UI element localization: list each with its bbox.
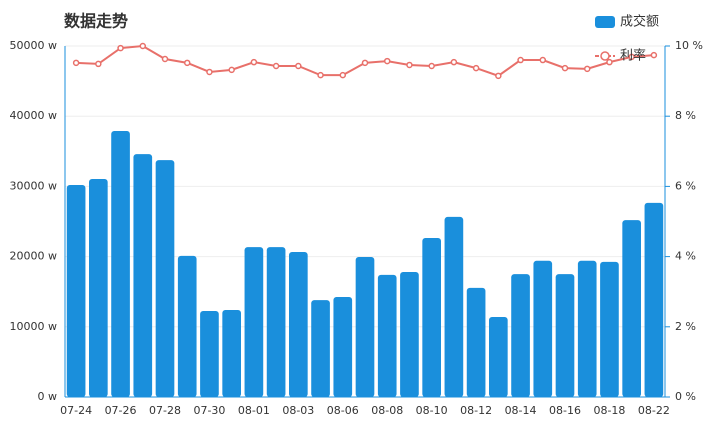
y2-tick-label: 4 % <box>675 250 696 263</box>
y-tick-label: 20000 w <box>10 250 58 263</box>
x-tick-label: 08-06 <box>327 404 359 417</box>
x-tick-label: 08-16 <box>549 404 581 417</box>
bar <box>222 309 241 397</box>
line-point <box>161 55 169 63</box>
line-point <box>428 62 435 70</box>
x-tick-label: 08-18 <box>593 404 625 417</box>
line-point <box>495 72 502 80</box>
bar <box>444 216 464 397</box>
bar <box>377 274 397 397</box>
line-point <box>561 64 569 72</box>
bar <box>555 274 575 397</box>
bar <box>66 184 86 397</box>
line-point <box>206 68 213 76</box>
bar <box>511 274 530 397</box>
bar <box>333 296 353 397</box>
x-tick-label: 07-26 <box>105 404 137 417</box>
x-tick-label: 08-12 <box>460 404 492 417</box>
bar <box>177 255 197 397</box>
bar <box>289 252 308 397</box>
bar <box>600 261 619 397</box>
bar <box>111 130 130 397</box>
bar <box>266 247 286 397</box>
line-point <box>95 60 102 68</box>
line-point <box>583 65 591 73</box>
line-point <box>361 59 369 67</box>
bar <box>533 260 553 397</box>
line-point <box>383 57 391 65</box>
line-point <box>317 71 324 79</box>
line-point <box>339 71 347 79</box>
legend-swatch <box>595 16 615 28</box>
x-tick-label: 07-28 <box>149 404 181 417</box>
line-point <box>295 62 302 70</box>
line-point <box>250 58 258 66</box>
bar <box>155 160 175 397</box>
bar <box>200 311 219 397</box>
bar <box>355 256 375 397</box>
line-point <box>183 59 191 67</box>
line-point <box>539 56 547 64</box>
legend-label: 利率 <box>620 48 646 64</box>
x-tick-label: 07-30 <box>193 404 225 417</box>
line-point <box>650 51 658 59</box>
line-point <box>517 56 524 64</box>
bar <box>89 179 108 397</box>
y2-tick-label: 2 % <box>675 320 696 333</box>
line-point <box>117 44 124 52</box>
y2-tick-label: 0 % <box>675 390 696 403</box>
line-point <box>450 58 458 66</box>
bar <box>311 300 330 397</box>
legend-label: 成交额 <box>620 14 659 30</box>
line-point <box>272 62 280 70</box>
line-point <box>139 42 147 50</box>
bar <box>644 202 664 397</box>
bar <box>466 287 486 397</box>
line-point <box>628 53 635 61</box>
bar <box>133 154 153 397</box>
line-point <box>228 66 235 74</box>
y-tick-label: 30000 w <box>10 179 58 192</box>
y2-tick-label: 6 % <box>675 179 696 192</box>
x-tick-label: 07-24 <box>60 404 92 417</box>
y-tick-label: 40000 w <box>10 109 58 122</box>
line-point <box>406 61 413 69</box>
bar <box>577 260 597 397</box>
chart-title: 数据走势 <box>64 12 128 31</box>
bar <box>622 220 641 397</box>
x-tick-label: 08-03 <box>282 404 314 417</box>
bar <box>400 272 419 397</box>
bar <box>244 247 264 397</box>
y-tick-label: 50000 w <box>10 39 58 52</box>
line-point <box>72 59 80 67</box>
x-tick-label: 08-08 <box>371 404 403 417</box>
bar <box>422 237 441 397</box>
line-point <box>606 58 613 66</box>
line-point <box>472 64 480 72</box>
legend-swatch <box>600 51 610 61</box>
x-tick-label: 08-01 <box>238 404 270 417</box>
x-tick-label: 08-22 <box>638 404 670 417</box>
y2-tick-label: 8 % <box>675 109 696 122</box>
y-tick-label: 10000 w <box>10 320 58 333</box>
y2-tick-label: 10 % <box>675 39 703 52</box>
x-tick-label: 08-14 <box>505 404 537 417</box>
y-tick-label: 0 w <box>38 390 58 403</box>
bar <box>489 316 508 397</box>
x-tick-label: 08-10 <box>416 404 448 417</box>
